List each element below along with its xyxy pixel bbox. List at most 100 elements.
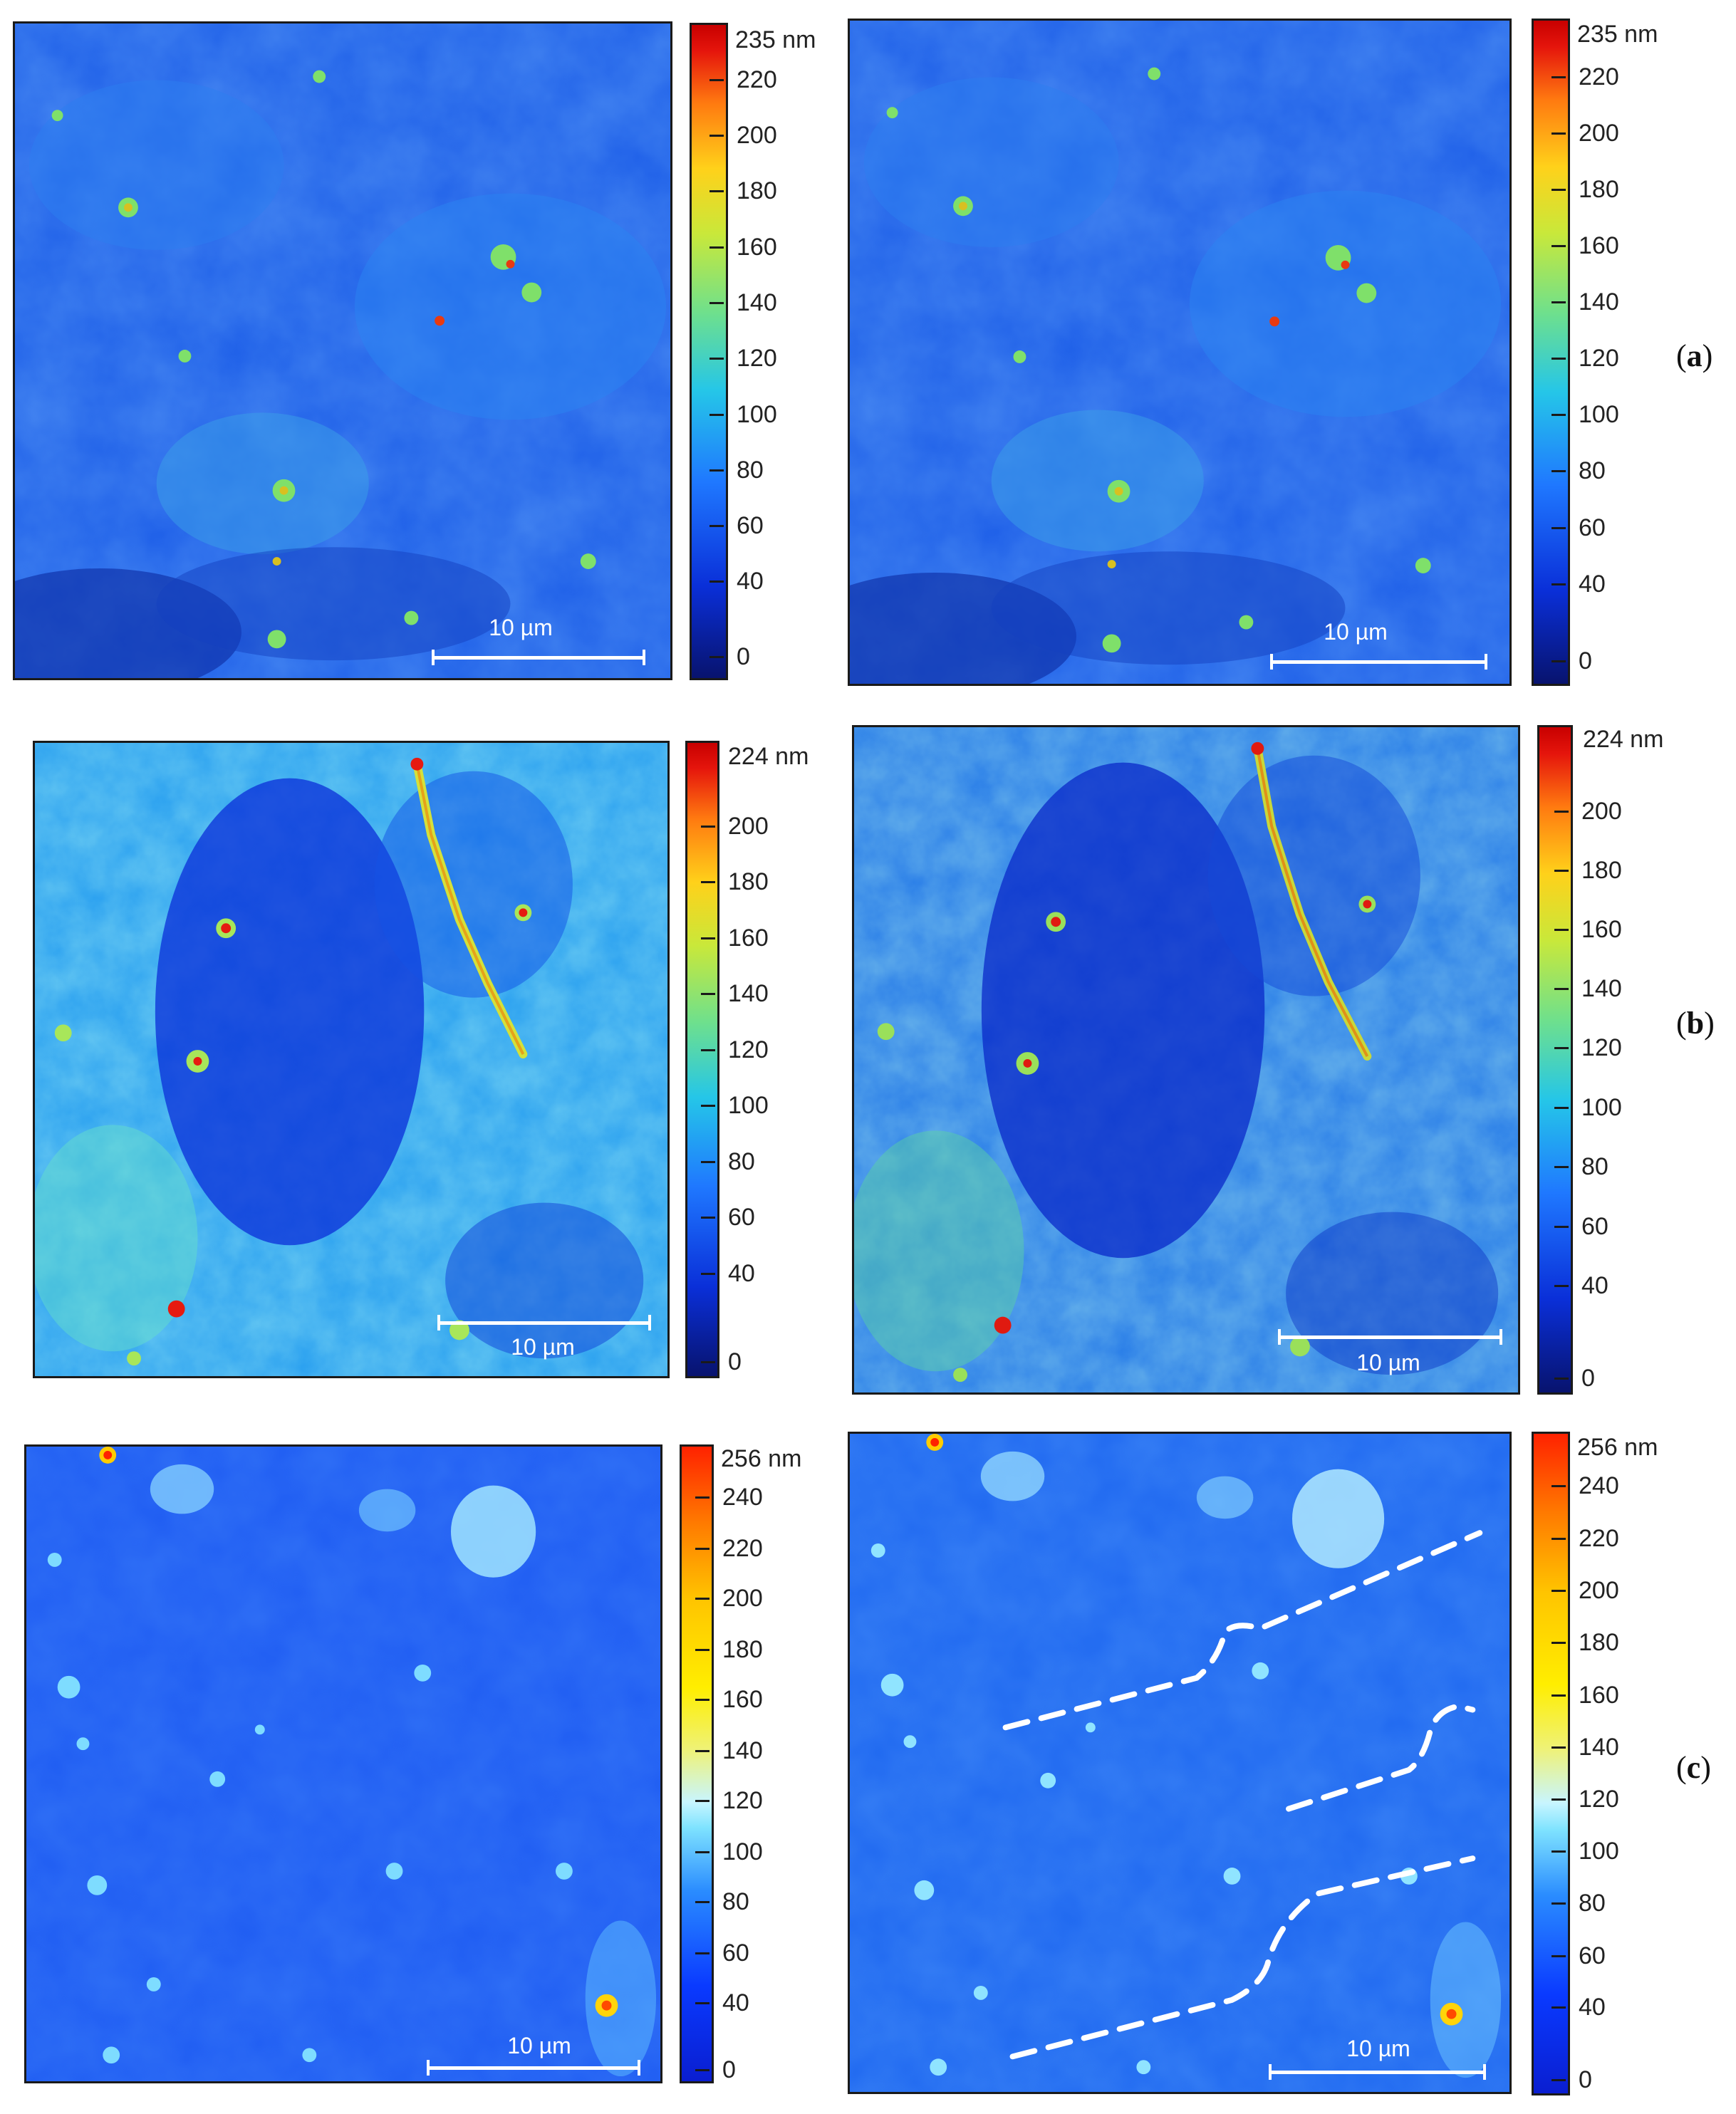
colorbar-tick-mark <box>695 1750 710 1752</box>
colorbar-tick-mark <box>1552 2079 1566 2081</box>
colorbar-tick-label: 180 <box>722 1636 763 1663</box>
colorbar-tick-mark <box>1554 811 1569 813</box>
colorbar-tick-mark <box>1552 1590 1566 1592</box>
colorbar-tick-label: 140 <box>722 1737 763 1764</box>
colorbar-tick-label: 100 <box>737 401 777 428</box>
colorbar-tick-mark <box>695 2069 710 2071</box>
colorbar-tick-mark <box>1554 929 1569 931</box>
colorbar-tick-mark <box>1552 1538 1566 1540</box>
panel-label-b: (b) <box>1676 1006 1715 1041</box>
colorbar-tick-label: 0 <box>737 643 750 670</box>
colorbar-tick-label: 60 <box>728 1204 755 1231</box>
scalebar <box>437 1315 651 1331</box>
colorbar-tick-mark <box>701 1049 715 1051</box>
colorbar-tick-mark <box>1552 1485 1566 1487</box>
colorbar-tick-label: 80 <box>1579 457 1606 484</box>
colorbar-tick-mark <box>1554 988 1569 990</box>
colorbar-tick-label: 160 <box>1579 232 1619 259</box>
colorbar-tick-label: 100 <box>1581 1094 1622 1121</box>
scalebar <box>1270 654 1487 670</box>
colorbar-tick-label: 180 <box>1579 1629 1619 1656</box>
colorbar-tick-label: 240 <box>722 1484 763 1511</box>
colorbar-tick-mark <box>710 580 724 583</box>
panel-label-c: (c) <box>1676 1750 1711 1785</box>
colorbar-tick-label: 60 <box>737 512 764 539</box>
colorbar-tick-label: 140 <box>1581 975 1622 1002</box>
colorbar-tick-mark <box>695 1800 710 1802</box>
colorbar-tick-label: 200 <box>1579 1577 1619 1604</box>
colorbar-max-label: 235 nm <box>1577 21 1658 48</box>
colorbar-b-left <box>685 741 719 1378</box>
colorbar-tick-label: 200 <box>728 813 769 840</box>
colorbar-tick-mark <box>1552 1746 1566 1749</box>
colorbar-tick-label: 120 <box>728 1036 769 1063</box>
colorbar-tick-mark <box>695 1851 710 1853</box>
colorbar-max-label: 235 nm <box>735 26 816 53</box>
colorbar-tick-label: 60 <box>1579 1942 1606 1969</box>
colorbar-tick-label: 60 <box>1581 1213 1608 1240</box>
colorbar-tick-label: 240 <box>1579 1472 1619 1499</box>
colorbar-tick-label: 200 <box>1579 120 1619 147</box>
colorbar-tick-label: 80 <box>1581 1153 1608 1180</box>
colorbar-tick-label: 160 <box>728 925 769 952</box>
colorbar-tick-label: 100 <box>1579 401 1619 428</box>
colorbar-tick-mark <box>1552 1850 1566 1853</box>
colorbar-tick-mark <box>710 656 724 658</box>
colorbar-tick-mark <box>695 1496 710 1499</box>
colorbar-tick-mark <box>1552 189 1566 191</box>
colorbar-tick-label: 220 <box>1579 63 1619 90</box>
colorbar-tick-label: 180 <box>1581 857 1622 884</box>
colorbar-tick-mark <box>1552 1902 1566 1905</box>
colorbar-c-right <box>1532 1432 1570 2095</box>
colorbar-tick-label: 200 <box>1581 798 1622 825</box>
colorbar-tick-label: 160 <box>1579 1682 1619 1709</box>
colorbar-c-left <box>680 1444 714 2083</box>
colorbar-tick-mark <box>701 937 715 939</box>
colorbar-tick-mark <box>1554 1378 1569 1380</box>
colorbar-max-label: 256 nm <box>721 1445 802 1472</box>
colorbar-tick-mark <box>1552 527 1566 529</box>
colorbar-tick-mark <box>1552 245 1566 247</box>
scalebar-label: 10 µm <box>1346 2036 1410 2061</box>
colorbar-tick-mark <box>701 1273 715 1275</box>
colorbar-tick-mark <box>695 1598 710 1600</box>
colorbar-tick-mark <box>710 190 724 192</box>
colorbar-tick-mark <box>1554 1166 1569 1168</box>
colorbar-tick-mark <box>695 2002 710 2004</box>
colorbar-tick-label: 220 <box>1579 1525 1619 1552</box>
colorbar-tick-mark <box>701 1161 715 1163</box>
colorbar-b-right <box>1537 725 1573 1395</box>
panel-label-a: (a) <box>1676 338 1713 373</box>
colorbar-tick-mark <box>710 525 724 527</box>
afm-height-map-a-left: 10 µm <box>13 21 672 680</box>
colorbar-tick-label: 180 <box>737 177 777 204</box>
colorbar-tick-label: 160 <box>1581 916 1622 943</box>
colorbar-tick-label: 0 <box>1579 2066 1592 2093</box>
colorbar-tick-label: 40 <box>1581 1272 1608 1299</box>
colorbar-tick-mark <box>710 358 724 360</box>
scalebar-label: 10 µm <box>1356 1350 1420 1375</box>
colorbar-tick-mark <box>1552 1694 1566 1697</box>
scalebar-label: 10 µm <box>511 1334 575 1360</box>
colorbar-tick-mark <box>710 302 724 304</box>
scalebar-label: 10 µm <box>507 2033 571 2058</box>
colorbar-tick-label: 100 <box>722 1838 763 1865</box>
colorbar-tick-mark <box>710 79 724 81</box>
afm-height-map-b-right: 10 µm <box>852 725 1520 1395</box>
colorbar-tick-mark <box>701 1361 715 1363</box>
colorbar-max-label: 224 nm <box>1583 726 1664 753</box>
scalebar-label: 10 µm <box>1324 619 1388 645</box>
colorbar-tick-mark <box>1552 583 1566 585</box>
colorbar-tick-mark <box>695 1952 710 1954</box>
scalebar <box>1269 2064 1486 2080</box>
colorbar-tick-label: 220 <box>737 66 777 93</box>
afm-height-map-b-left: 10 µm <box>33 741 670 1378</box>
colorbar-tick-mark <box>1552 1798 1566 1801</box>
colorbar-tick-mark <box>701 993 715 995</box>
colorbar-tick-mark <box>1554 1285 1569 1287</box>
colorbar-tick-mark <box>701 826 715 828</box>
colorbar-tick-mark <box>1552 301 1566 303</box>
afm-height-map-c-left: 10 µm <box>24 1444 662 2083</box>
colorbar-tick-label: 40 <box>1579 1994 1606 2021</box>
colorbar-tick-label: 40 <box>728 1260 755 1287</box>
